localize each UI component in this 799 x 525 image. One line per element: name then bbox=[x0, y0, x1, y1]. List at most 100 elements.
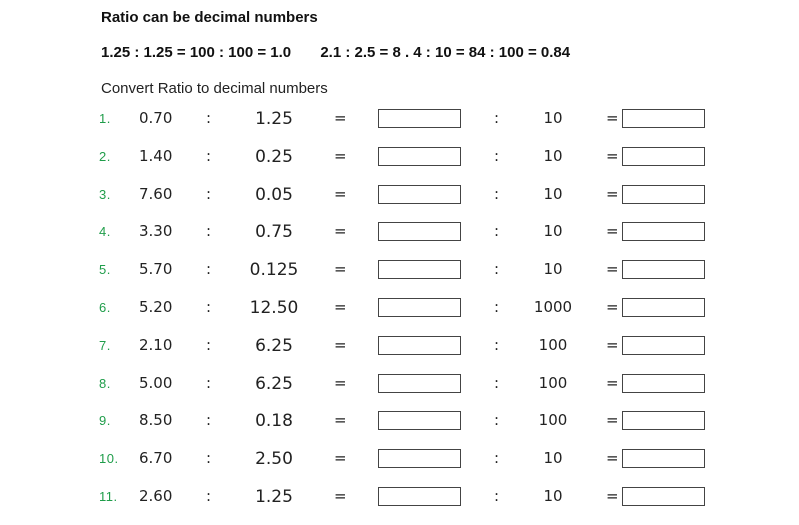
equals-sign: = bbox=[606, 147, 619, 165]
ratio-first-term: 8.50 bbox=[139, 411, 173, 429]
ratio-second-term: 0.125 bbox=[249, 260, 299, 280]
answer-box-numerator[interactable] bbox=[378, 298, 461, 317]
exercise-row: 10. 6.70: 2.50 =: 10 = bbox=[0, 447, 799, 471]
ratio-colon: : bbox=[206, 487, 212, 505]
exercise-number: 10. bbox=[99, 451, 119, 466]
ratio-colon: : bbox=[206, 222, 212, 240]
ratio-colon: : bbox=[494, 449, 500, 467]
ratio-first-term: 5.20 bbox=[139, 298, 173, 316]
ratio-colon: : bbox=[494, 411, 500, 429]
answer-box-decimal[interactable] bbox=[622, 185, 705, 204]
example-2: 2.1 : 2.5 = 8 . 4 : 10 = 84 : 100 = 0.84 bbox=[320, 44, 571, 61]
answer-box-decimal[interactable] bbox=[622, 487, 705, 506]
equals-sign: = bbox=[334, 336, 347, 354]
answer-box-decimal[interactable] bbox=[622, 147, 705, 166]
answer-box-decimal[interactable] bbox=[622, 374, 705, 393]
equals-sign: = bbox=[606, 411, 619, 429]
ratio-colon: : bbox=[206, 260, 212, 278]
ratio-denominator: 10 bbox=[543, 449, 563, 467]
ratio-colon: : bbox=[206, 336, 212, 354]
ratio-first-term: 1.40 bbox=[139, 147, 173, 165]
ratio-colon: : bbox=[206, 185, 212, 203]
answer-box-decimal[interactable] bbox=[622, 298, 705, 317]
answer-box-numerator[interactable] bbox=[378, 374, 461, 393]
exercise-number: 7. bbox=[99, 338, 111, 353]
ratio-colon: : bbox=[494, 185, 500, 203]
ratio-denominator: 10 bbox=[543, 222, 563, 240]
exercise-row: 4. 3.30: 0.75 =: 10 = bbox=[0, 220, 799, 244]
ratio-first-term: 3.30 bbox=[139, 222, 173, 240]
equals-sign: = bbox=[334, 487, 347, 505]
answer-box-numerator[interactable] bbox=[378, 411, 461, 430]
ratio-first-term: 2.10 bbox=[139, 336, 173, 354]
exercise-number: 3. bbox=[99, 187, 111, 202]
ratio-second-term: 0.05 bbox=[255, 185, 293, 205]
answer-box-numerator[interactable] bbox=[378, 449, 461, 468]
ratio-colon: : bbox=[494, 487, 500, 505]
equals-sign: = bbox=[606, 185, 619, 203]
exercise-row: 8. 5.00: 6.25 =: 100 = bbox=[0, 372, 799, 396]
answer-box-numerator[interactable] bbox=[378, 336, 461, 355]
ratio-denominator: 100 bbox=[538, 374, 568, 392]
exercise-number: 5. bbox=[99, 262, 111, 277]
ratio-colon: : bbox=[494, 222, 500, 240]
answer-box-numerator[interactable] bbox=[378, 260, 461, 279]
ratio-first-term: 2.60 bbox=[139, 487, 173, 505]
instruction-text: Convert Ratio to decimal numbers bbox=[101, 80, 328, 97]
ratio-colon: : bbox=[206, 374, 212, 392]
answer-box-decimal[interactable] bbox=[622, 109, 705, 128]
answer-box-decimal[interactable] bbox=[622, 411, 705, 430]
answer-box-decimal[interactable] bbox=[622, 260, 705, 279]
ratio-denominator: 100 bbox=[538, 411, 568, 429]
exercise-row: 9. 8.50: 0.18 =: 100 = bbox=[0, 409, 799, 433]
ratio-second-term: 2.50 bbox=[255, 449, 293, 469]
exercise-row: 3. 7.60: 0.05 =: 10 = bbox=[0, 183, 799, 207]
equals-sign: = bbox=[606, 487, 619, 505]
exercise-number: 8. bbox=[99, 376, 111, 391]
ratio-denominator: 10 bbox=[543, 185, 563, 203]
equals-sign: = bbox=[334, 222, 347, 240]
ratio-second-term: 1.25 bbox=[255, 109, 293, 129]
equals-sign: = bbox=[334, 298, 347, 316]
equals-sign: = bbox=[334, 147, 347, 165]
ratio-colon: : bbox=[494, 298, 500, 316]
exercise-row: 1. 0.70: 1.25 =: 10 = bbox=[0, 107, 799, 131]
answer-box-numerator[interactable] bbox=[378, 487, 461, 506]
ratio-denominator: 10 bbox=[543, 109, 563, 127]
equals-sign: = bbox=[334, 411, 347, 429]
exercise-row: 11. 2.60: 1.25 =: 10 = bbox=[0, 485, 799, 509]
answer-box-numerator[interactable] bbox=[378, 185, 461, 204]
answer-box-numerator[interactable] bbox=[378, 109, 461, 128]
ratio-second-term: 6.25 bbox=[255, 374, 293, 394]
ratio-denominator: 10 bbox=[543, 487, 563, 505]
ratio-second-term: 1.25 bbox=[255, 487, 293, 507]
ratio-denominator: 10 bbox=[543, 260, 563, 278]
ratio-colon: : bbox=[494, 109, 500, 127]
ratio-colon: : bbox=[206, 411, 212, 429]
example-1: 1.25 : 1.25 = 100 : 100 = 1.0 bbox=[101, 44, 292, 61]
answer-box-numerator[interactable] bbox=[378, 147, 461, 166]
ratio-colon: : bbox=[206, 109, 212, 127]
exercise-number: 6. bbox=[99, 300, 111, 315]
equals-sign: = bbox=[606, 298, 619, 316]
ratio-colon: : bbox=[494, 374, 500, 392]
ratio-denominator: 10 bbox=[543, 147, 563, 165]
answer-box-decimal[interactable] bbox=[622, 336, 705, 355]
answer-box-decimal[interactable] bbox=[622, 449, 705, 468]
ratio-second-term: 6.25 bbox=[255, 336, 293, 356]
ratio-colon: : bbox=[494, 336, 500, 354]
equals-sign: = bbox=[606, 374, 619, 392]
exercise-number: 2. bbox=[99, 149, 111, 164]
answer-box-decimal[interactable] bbox=[622, 222, 705, 241]
answer-box-numerator[interactable] bbox=[378, 222, 461, 241]
equals-sign: = bbox=[334, 109, 347, 127]
ratio-first-term: 7.60 bbox=[139, 185, 173, 203]
exercise-row: 7. 2.10: 6.25 =: 100 = bbox=[0, 334, 799, 358]
exercise-number: 4. bbox=[99, 224, 111, 239]
ratio-colon: : bbox=[494, 147, 500, 165]
equals-sign: = bbox=[334, 449, 347, 467]
ratio-first-term: 6.70 bbox=[139, 449, 173, 467]
exercise-number: 1. bbox=[99, 111, 111, 126]
ratio-first-term: 5.70 bbox=[139, 260, 173, 278]
ratio-second-term: 0.25 bbox=[255, 147, 293, 167]
